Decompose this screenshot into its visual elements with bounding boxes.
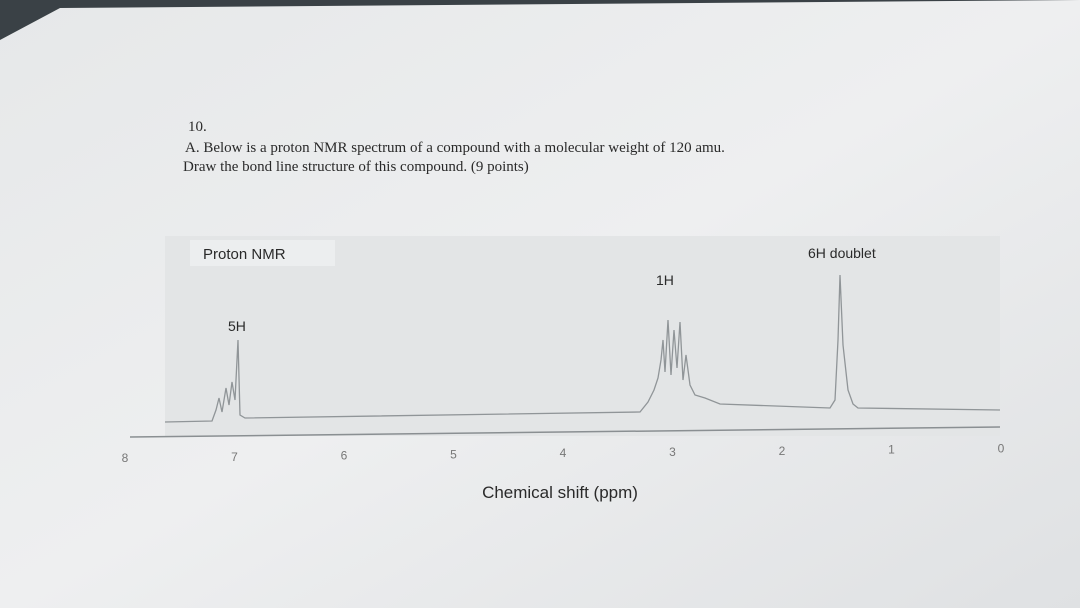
spectrum-trace: [164, 274, 1001, 423]
x-tick-label: 5: [450, 447, 457, 461]
question-line: A. Below is a proton NMR spectrum of a c…: [185, 140, 725, 156]
x-axis-label: Chemical shift (ppm): [482, 483, 638, 502]
x-tick-label: 2: [779, 444, 786, 458]
question-line: Draw the bond line structure of this com…: [183, 159, 529, 175]
x-tick-label: 7: [231, 450, 238, 464]
tick-group: 8 7 6 5 4 3 2 1 0: [122, 441, 1005, 465]
x-tick-label: 6: [341, 449, 348, 463]
title-box: [190, 240, 335, 266]
spectrum-title: Proton NMR: [203, 246, 286, 263]
x-tick-label: 0: [998, 441, 1005, 455]
spectrum-frame: [165, 236, 1000, 436]
x-tick-label: 4: [560, 446, 567, 460]
axis-line: [129, 426, 1001, 438]
peak-label: 6H doublet: [808, 245, 876, 261]
x-tick-label: 8: [122, 451, 129, 465]
peak-label: 1H: [656, 272, 674, 288]
x-tick-label: 3: [669, 445, 676, 459]
peak-label: 5H: [228, 318, 246, 334]
question-number: 10.: [188, 119, 207, 135]
x-tick-label: 1: [888, 443, 895, 457]
